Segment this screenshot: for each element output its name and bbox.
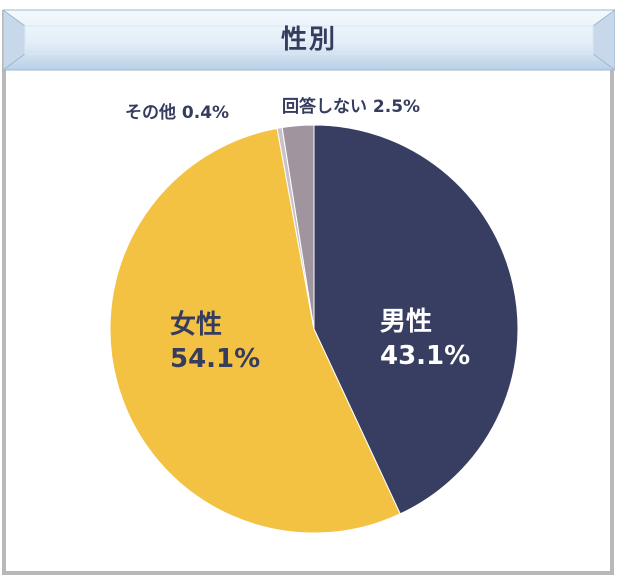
pie-labels: 男性 43.1% 女性 54.1% その他 0.4% 回答しない 2.5% [125,96,470,374]
slice-label-2: その他 0.4% [125,102,229,123]
slice-value-label-1: 54.1% [170,344,260,374]
chart-title: 性別 [280,25,337,55]
title-banner-shape [3,9,615,71]
slice-label-0: 男性 [380,307,432,337]
pie-slices [109,124,519,534]
slice-label-3: 回答しない 2.5% [282,96,420,117]
pie-slice-3 [281,124,315,330]
pie-slice-1 [109,127,401,534]
title-banner: 性別 [3,8,615,72]
slice-label-1: 女性 [170,309,222,340]
slice-value-label-0: 43.1% [380,341,470,371]
pie-slice-0 [313,124,519,515]
